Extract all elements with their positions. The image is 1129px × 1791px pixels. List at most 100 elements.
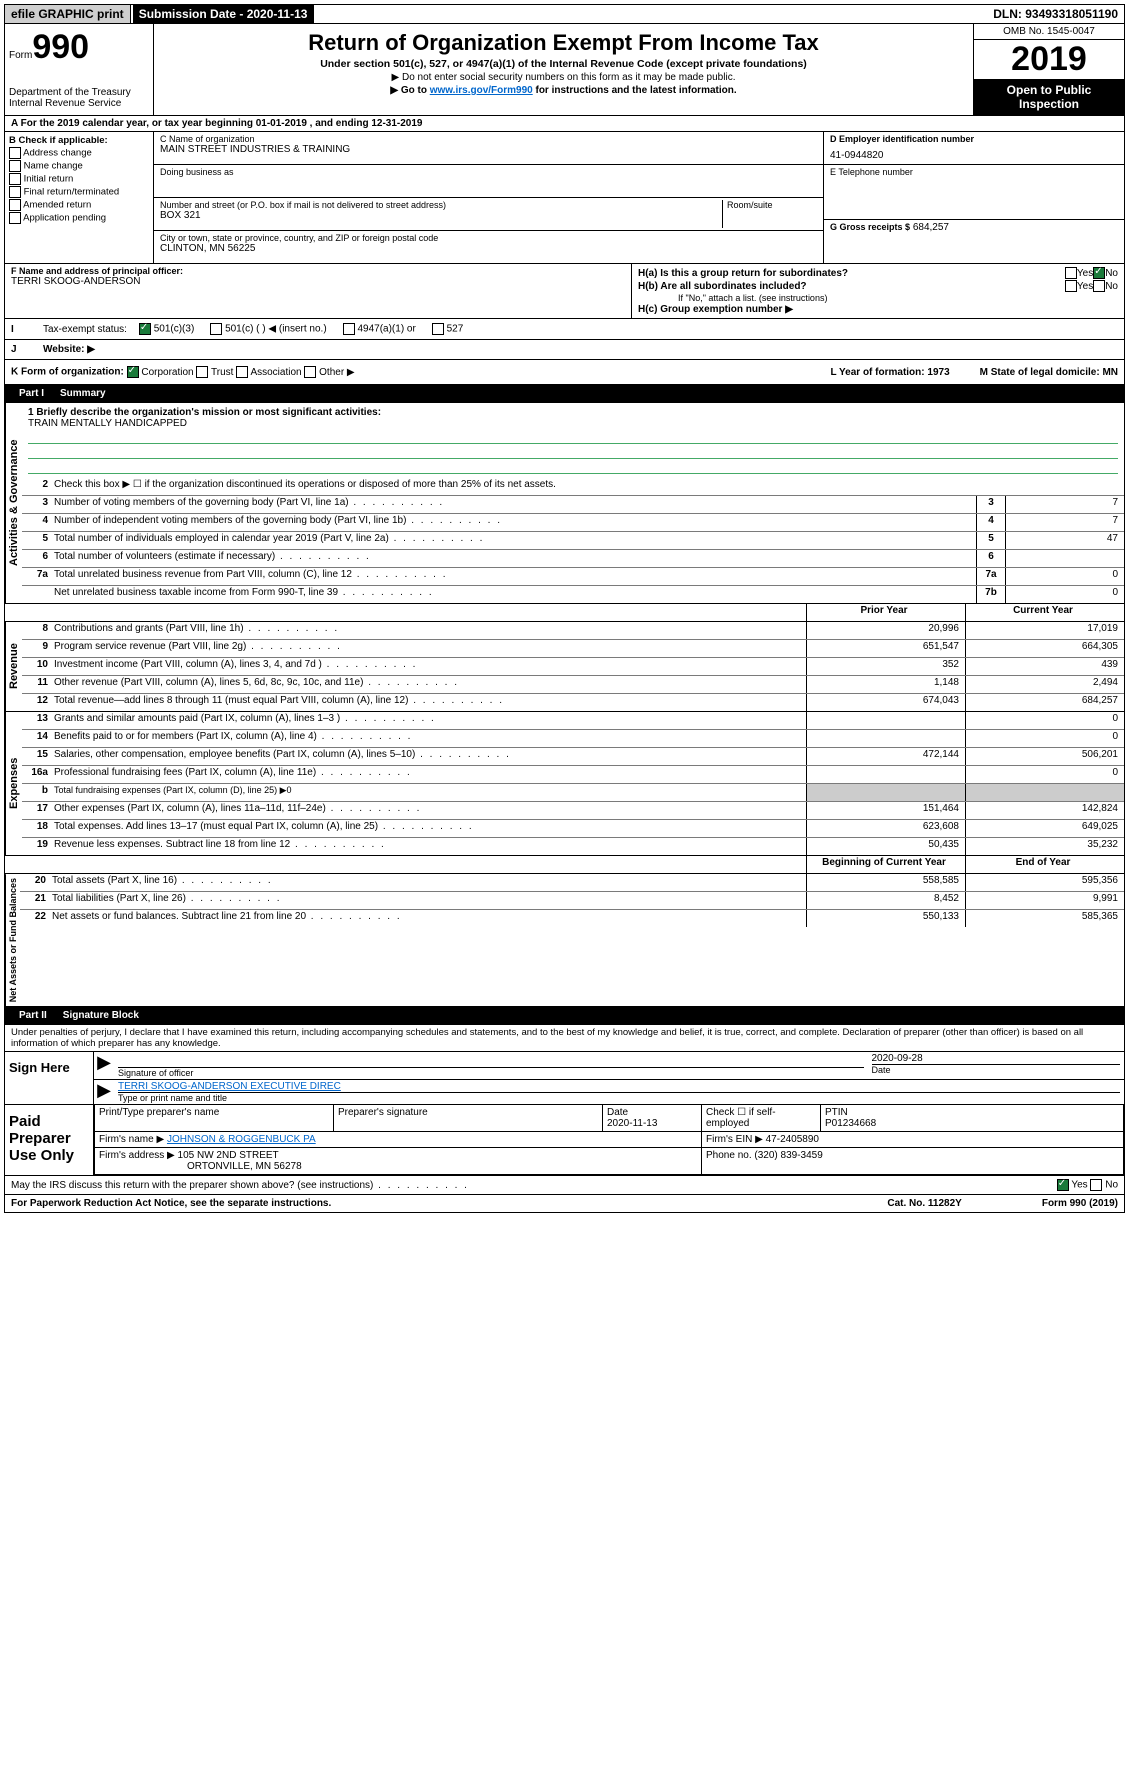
line-prior: 151,464: [806, 802, 965, 819]
part-ii-label: Part II: [13, 1009, 53, 1022]
line-desc: Total fundraising expenses (Part IX, col…: [52, 784, 806, 801]
orgform-label: K Form of organization:: [11, 367, 124, 378]
sig-officer-label: Signature of officer: [118, 1067, 864, 1078]
check-address-change[interactable]: Address change: [9, 147, 149, 159]
discuss-yes[interactable]: [1057, 1179, 1069, 1191]
city-label: City or town, state or province, country…: [160, 233, 817, 243]
line-current: 0: [965, 730, 1124, 747]
line-prior: 550,133: [806, 910, 965, 927]
check-final-return[interactable]: Final return/terminated: [9, 186, 149, 198]
col-prior: Prior Year: [806, 604, 965, 621]
ptin-label: PTIN: [825, 1107, 848, 1118]
line-val: 7: [1005, 514, 1124, 531]
part-ii-name: Signature Block: [63, 1010, 139, 1021]
line-prior: 558,585: [806, 874, 965, 891]
mission-text: TRAIN MENTALLY HANDICAPPED: [28, 418, 1118, 429]
line-desc: Contributions and grants (Part VIII, lin…: [52, 622, 806, 639]
omb-number: OMB No. 1545-0047: [974, 24, 1124, 40]
top-bar: efile GRAPHIC print Submission Date - 20…: [4, 4, 1125, 24]
line-prior: 472,144: [806, 748, 965, 765]
form-title: Return of Organization Exempt From Incom…: [162, 30, 965, 56]
line-current: 684,257: [965, 694, 1124, 711]
check-app-pending[interactable]: Application pending: [9, 212, 149, 224]
cat-no: Cat. No. 11282Y: [887, 1198, 961, 1209]
ha-no[interactable]: [1093, 267, 1105, 279]
open-public: Open to Public Inspection: [974, 79, 1124, 115]
line-prior: 651,547: [806, 640, 965, 657]
paid-preparer-block: Paid Preparer Use Only Print/Type prepar…: [4, 1105, 1125, 1176]
check-initial-return[interactable]: Initial return: [9, 173, 149, 185]
opt-assoc[interactable]: Association: [236, 367, 301, 378]
paid-preparer-label: Paid Preparer Use Only: [5, 1105, 94, 1175]
firm-name-label: Firm's name ▶: [99, 1134, 164, 1145]
opt-4947[interactable]: 4947(a)(1) or: [343, 323, 416, 335]
hb-label: H(b) Are all subordinates included?: [638, 281, 1065, 292]
opt-corp[interactable]: Corporation: [127, 367, 194, 378]
firm-name[interactable]: JOHNSON & ROGGENBUCK PA: [167, 1134, 316, 1145]
ha-label: H(a) Is this a group return for subordin…: [638, 268, 1065, 279]
firm-ein-label: Firm's EIN ▶: [706, 1134, 763, 1145]
gross-label: G Gross receipts $: [830, 222, 910, 232]
line-val: [1005, 550, 1124, 567]
efile-graphic-link[interactable]: efile GRAPHIC print: [5, 5, 131, 23]
check-amended[interactable]: Amended return: [9, 199, 149, 211]
gross-value: 684,257: [913, 222, 949, 233]
ein-label: D Employer identification number: [830, 134, 1118, 144]
line-val: 0: [1005, 568, 1124, 585]
part-i-header: Part I Summary: [4, 385, 1125, 403]
line-desc: Total assets (Part X, line 16): [50, 874, 806, 891]
hb-no[interactable]: [1093, 280, 1105, 292]
prep-date: 2020-11-13: [607, 1118, 657, 1129]
line-current: 585,365: [965, 910, 1124, 927]
opt-501c3[interactable]: 501(c)(3): [139, 323, 194, 335]
dept-treasury: Department of the Treasury: [9, 87, 149, 98]
addr-value: BOX 321: [160, 210, 718, 221]
briefly-label: 1 Briefly describe the organization's mi…: [28, 407, 1118, 418]
line-current: 649,025: [965, 820, 1124, 837]
hb-yes[interactable]: [1065, 280, 1077, 292]
opt-other[interactable]: Other ▶: [304, 367, 354, 378]
firm-addr2: ORTONVILLE, MN 56278: [99, 1161, 302, 1172]
line-desc: Total expenses. Add lines 13–17 (must eq…: [52, 820, 806, 837]
dln: DLN: 93493318051190: [987, 5, 1124, 23]
line-prior: 674,043: [806, 694, 965, 711]
officer-typed-name[interactable]: TERRI SKOOG-ANDERSON EXECUTIVE DIREC: [118, 1081, 341, 1092]
hb-note: If "No," attach a list. (see instruction…: [638, 293, 1118, 303]
opt-501c[interactable]: 501(c) ( ) ◀ (insert no.): [210, 323, 326, 335]
discuss-label: May the IRS discuss this return with the…: [11, 1180, 373, 1191]
form-footer: Form 990 (2019): [1042, 1198, 1118, 1209]
irs-label: Internal Revenue Service: [9, 98, 149, 109]
check-name-change[interactable]: Name change: [9, 160, 149, 172]
opt-trust[interactable]: Trust: [196, 367, 233, 378]
block-h: H(a) Is this a group return for subordin…: [632, 264, 1124, 318]
line-current: 595,356: [965, 874, 1124, 891]
goto-post: for instructions and the latest informat…: [533, 85, 737, 96]
firm-addr-label: Firm's address ▶: [99, 1150, 175, 1161]
line-desc: Professional fundraising fees (Part IX, …: [52, 766, 806, 783]
prep-date-label: Date: [607, 1107, 628, 1118]
sig-arrow2-icon: ▶: [94, 1080, 114, 1104]
line-current: 439: [965, 658, 1124, 675]
line-desc: Number of independent voting members of …: [52, 514, 976, 531]
line-prior: 352: [806, 658, 965, 675]
part-ii-header: Part II Signature Block: [4, 1007, 1125, 1025]
org-name: MAIN STREET INDUSTRIES & TRAINING: [160, 144, 817, 155]
block-b-checkboxes: B Check if applicable: Address change Na…: [5, 132, 154, 263]
ein-value: 41-0944820: [830, 150, 1118, 161]
line-desc: Other expenses (Part IX, column (A), lin…: [52, 802, 806, 819]
dba-label: Doing business as: [160, 167, 817, 177]
irs-link[interactable]: www.irs.gov/Form990: [430, 85, 533, 96]
website-label: Website: ▶: [37, 340, 101, 359]
line-prior: 1,148: [806, 676, 965, 693]
line-desc: Grants and similar amounts paid (Part IX…: [52, 712, 806, 729]
discuss-no[interactable]: [1090, 1179, 1102, 1191]
ha-yes[interactable]: [1065, 267, 1077, 279]
line-a-taxyear: A For the 2019 calendar year, or tax yea…: [4, 116, 1125, 132]
row-i-label: I: [5, 320, 37, 339]
self-employed-check[interactable]: Check ☐ if self-employed: [702, 1105, 821, 1132]
paperwork-notice: For Paperwork Reduction Act Notice, see …: [11, 1198, 887, 1209]
state-domicile: M State of legal domicile: MN: [980, 367, 1118, 378]
firm-addr1: 105 NW 2ND STREET: [178, 1150, 279, 1161]
opt-527[interactable]: 527: [432, 323, 463, 335]
line-desc: Number of voting members of the governin…: [52, 496, 976, 513]
